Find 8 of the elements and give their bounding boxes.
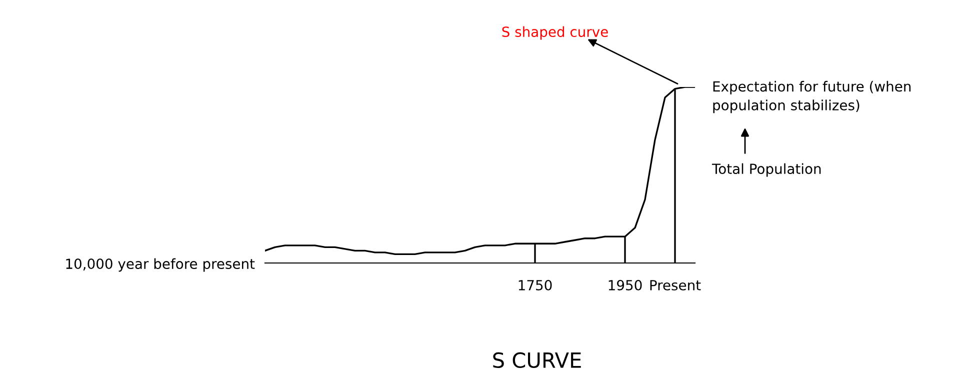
x-tick-label: Present [650, 280, 701, 290]
text: 10,000 year before present [66, 258, 255, 272]
text: Total Population [712, 163, 821, 177]
text: S CURVE [493, 352, 581, 368]
x-tick-label: 1750 [518, 280, 552, 290]
x-tick-label: 1950 [608, 280, 642, 290]
text: S shaped curve [502, 26, 608, 40]
text: Expectation for future (when population stabilizes) [713, 80, 911, 114]
